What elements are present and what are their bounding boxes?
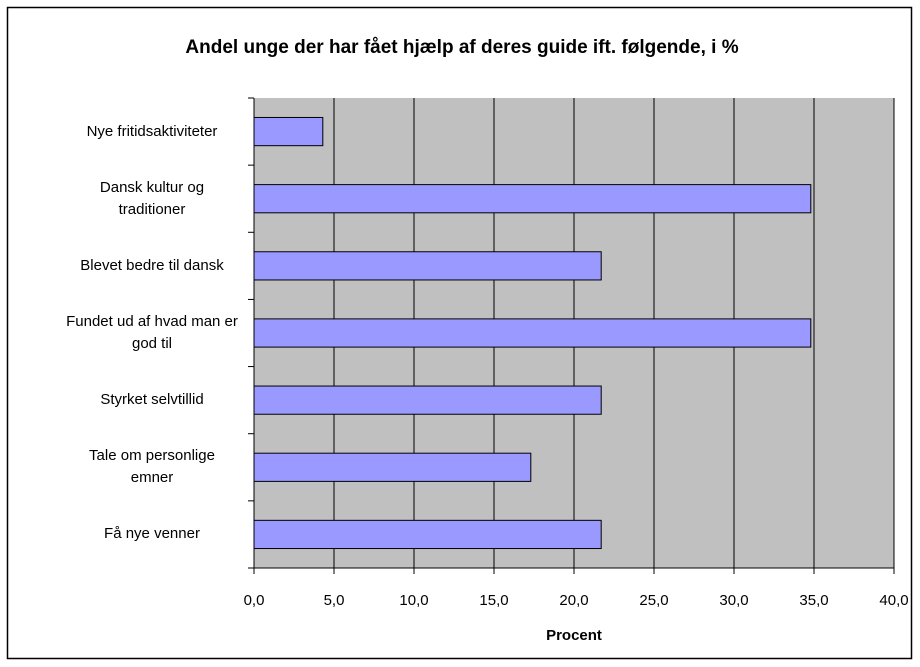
x-axis-label: Procent: [546, 627, 602, 644]
bar: [253, 116, 324, 147]
x-tick-label: 35,0: [799, 592, 828, 609]
bar: [253, 452, 532, 482]
x-tick-label: 25,0: [639, 592, 668, 609]
y-tick-label: Blevet bedre til dansk: [80, 256, 224, 274]
y-tick-label: Tale om personlige emner: [89, 447, 215, 487]
bar: [253, 318, 812, 348]
chart-title: Andel unge der har fået hjælp af deres g…: [185, 37, 738, 58]
x-tick-label: 30,0: [719, 592, 748, 609]
x-tick-label: 5,0: [324, 592, 345, 609]
x-tick-label: 20,0: [559, 592, 588, 609]
bar: [253, 184, 812, 214]
y-tick-label: Fundet ud af hvad man er god til: [66, 313, 238, 352]
x-tick-label: 10,0: [399, 592, 428, 609]
x-tick-label: 40,0: [879, 592, 908, 609]
x-tick-label: 0,0: [244, 592, 265, 609]
y-tick-label: Dansk kultur og traditioner: [99, 178, 205, 218]
y-tick-label: Få nye venner: [104, 525, 200, 543]
bar: [253, 385, 602, 415]
bar: [253, 251, 602, 281]
x-tick-label: 15,0: [479, 592, 508, 609]
y-tick-label: Nye fritidsaktiviteter: [86, 122, 218, 140]
bar: [253, 519, 602, 550]
y-tick-label: Styrket selvtillid: [100, 391, 204, 409]
